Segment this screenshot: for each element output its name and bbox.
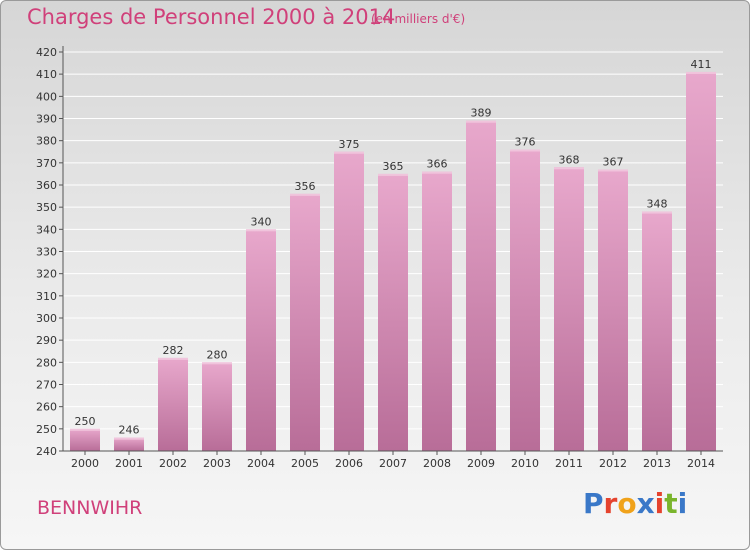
x-tick-label: 2014: [687, 457, 715, 470]
data-label: 366: [427, 158, 448, 171]
proxiti-logo: Proxiti: [583, 487, 687, 520]
bar-2009: [466, 120, 496, 451]
bar-2012: [598, 169, 628, 451]
x-tick-label: 2003: [203, 457, 231, 470]
bar-2010: [510, 149, 540, 452]
bar-2007: [378, 173, 408, 451]
y-tick-label: 260: [36, 401, 57, 414]
y-tick-label: 380: [36, 135, 57, 148]
y-tick-label: 240: [36, 445, 57, 458]
chart-unit-label: (en milliers d'€): [371, 12, 466, 26]
y-tick-label: 280: [36, 356, 57, 369]
data-label: 356: [295, 180, 316, 193]
logo-letter: r: [603, 487, 618, 520]
bar-cap: [554, 167, 584, 170]
y-tick-label: 370: [36, 157, 57, 170]
logo-letter: x: [636, 487, 655, 520]
bar-2014: [686, 71, 716, 451]
bar-cap: [290, 193, 320, 196]
bar-cap: [642, 211, 672, 214]
chart-title: Charges de Personnel 2000 à 2014: [27, 5, 396, 29]
bar-2008: [422, 171, 452, 451]
data-label: 411: [691, 58, 712, 71]
y-tick-label: 310: [36, 290, 57, 303]
x-tick-label: 2011: [555, 457, 583, 470]
bar-cap: [598, 169, 628, 172]
data-label: 348: [647, 198, 668, 211]
data-label: 282: [163, 344, 184, 357]
bar-cap: [466, 120, 496, 123]
bar-cap: [422, 171, 452, 174]
y-tick-label: 340: [36, 223, 57, 236]
bar-2003: [202, 362, 232, 451]
data-label: 376: [515, 136, 536, 149]
bar-cap: [510, 149, 540, 152]
bar-cap: [686, 71, 716, 74]
bar-2011: [554, 167, 584, 451]
data-label: 250: [75, 415, 96, 428]
x-tick-label: 2009: [467, 457, 495, 470]
bar-cap: [246, 229, 276, 232]
data-label: 375: [339, 138, 360, 151]
bar-2000: [70, 428, 100, 451]
data-label: 389: [471, 107, 492, 120]
y-tick-label: 250: [36, 423, 57, 436]
bar-2004: [246, 229, 276, 451]
x-tick-label: 2004: [247, 457, 275, 470]
bar-2006: [334, 151, 364, 451]
x-tick-label: 2010: [511, 457, 539, 470]
bar-cap: [378, 173, 408, 176]
axes: 240 250 260 270 280 290 300 310 320 330 340 350 360 3…: [36, 46, 723, 470]
x-tick-label: 2006: [335, 457, 363, 470]
x-tick-label: 2005: [291, 457, 319, 470]
data-labels: 250 246 282 280 340 356 375 365 366 389 376 368 367 3…: [75, 58, 712, 437]
logo-letter: P: [583, 487, 604, 520]
y-tick-label: 290: [36, 334, 57, 347]
x-tick-label: 2000: [71, 457, 99, 470]
logo-letter: i: [654, 487, 665, 520]
y-tick-label: 330: [36, 246, 57, 259]
bar-2005: [290, 193, 320, 451]
data-label: 280: [207, 348, 228, 361]
bar-2001: [114, 437, 144, 451]
y-tick-label: 350: [36, 201, 57, 214]
data-label: 367: [603, 155, 624, 168]
logo-letter: t: [664, 487, 678, 520]
data-label: 246: [119, 424, 140, 437]
y-tick-label: 300: [36, 312, 57, 325]
data-label: 368: [559, 153, 580, 166]
commune-name: BENNWIHR: [37, 497, 143, 519]
x-tick-label: 2013: [643, 457, 671, 470]
data-label: 365: [383, 160, 404, 173]
bar-cap: [70, 428, 100, 431]
bar-2002: [158, 357, 188, 451]
bar-cap: [114, 437, 144, 440]
x-tick-label: 2008: [423, 457, 451, 470]
y-tick-label: 410: [36, 68, 57, 81]
x-tick-label: 2012: [599, 457, 627, 470]
bar-cap: [202, 362, 232, 365]
data-label: 340: [251, 215, 272, 228]
y-tick-label: 400: [36, 90, 57, 103]
logo-letter: o: [617, 487, 637, 520]
y-tick-label: 420: [36, 46, 57, 59]
bar-cap: [334, 151, 364, 154]
logo-letter: i: [677, 487, 688, 520]
bar-2013: [642, 211, 672, 451]
y-tick-label: 390: [36, 113, 57, 126]
y-tick-label: 270: [36, 379, 57, 392]
x-tick-label: 2002: [159, 457, 187, 470]
bars: [70, 71, 716, 452]
x-tick-label: 2007: [379, 457, 407, 470]
y-tick-label: 320: [36, 268, 57, 281]
x-tick-label: 2001: [115, 457, 143, 470]
y-tick-label: 360: [36, 179, 57, 192]
bar-cap: [158, 357, 188, 360]
